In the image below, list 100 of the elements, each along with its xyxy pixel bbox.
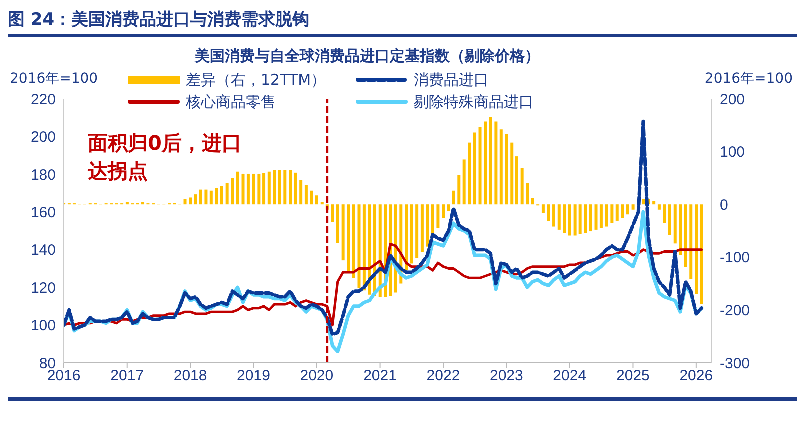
y-tick-label: 220 bbox=[30, 91, 56, 108]
bar bbox=[294, 172, 298, 205]
bar bbox=[621, 204, 624, 218]
bar bbox=[426, 204, 430, 247]
bar bbox=[231, 178, 234, 205]
bar bbox=[652, 201, 656, 205]
bar bbox=[605, 204, 608, 227]
x-tick-label: 2016 bbox=[47, 368, 81, 385]
bar bbox=[632, 204, 635, 210]
bar bbox=[184, 199, 187, 205]
bar bbox=[242, 174, 245, 205]
bar bbox=[520, 168, 524, 205]
bar bbox=[616, 204, 619, 221]
x-tick-label: 2022 bbox=[426, 368, 460, 385]
bar bbox=[236, 172, 240, 205]
bar bbox=[220, 186, 224, 205]
bar bbox=[568, 204, 572, 236]
bar bbox=[452, 190, 456, 205]
y2-tick-label: -300 bbox=[720, 355, 750, 372]
x-tick-label: 2025 bbox=[616, 368, 650, 385]
bar bbox=[684, 204, 688, 268]
bar bbox=[142, 202, 145, 205]
bar bbox=[368, 204, 372, 295]
bar bbox=[478, 126, 482, 205]
bar bbox=[690, 204, 693, 280]
legend-label: 消费品进口 bbox=[414, 70, 490, 90]
bar bbox=[494, 122, 498, 205]
bar bbox=[331, 204, 334, 222]
bar bbox=[600, 204, 603, 228]
bar bbox=[489, 117, 492, 205]
bar bbox=[347, 204, 350, 273]
bar bbox=[310, 190, 314, 205]
bar bbox=[320, 202, 324, 205]
y-tick-label: 120 bbox=[30, 280, 56, 297]
y2-tick-label: -100 bbox=[720, 250, 750, 267]
bar bbox=[531, 198, 534, 205]
bar bbox=[658, 204, 661, 210]
bar bbox=[610, 204, 614, 224]
bar bbox=[268, 172, 271, 205]
bar bbox=[626, 204, 630, 215]
bar bbox=[462, 160, 466, 205]
bar bbox=[410, 204, 414, 264]
legend-label: 差异（右，12TTM） bbox=[186, 70, 326, 90]
chart-subtitle: 美国消费与自全球消费品进口定基指数（剔除价格） bbox=[194, 47, 541, 66]
y-tick-label: 200 bbox=[30, 129, 56, 146]
annotation: 面积归0后，进口达拐点 bbox=[88, 130, 243, 185]
bar bbox=[204, 190, 208, 205]
x-tick-label: 2020 bbox=[300, 368, 334, 385]
bar bbox=[526, 183, 530, 205]
y-tick-label: 180 bbox=[30, 166, 56, 184]
x-tick-label: 2017 bbox=[110, 368, 144, 385]
bar bbox=[300, 180, 303, 205]
bar bbox=[574, 204, 577, 236]
bar bbox=[336, 204, 340, 244]
bar bbox=[578, 204, 582, 234]
bar bbox=[663, 204, 666, 224]
bar bbox=[584, 204, 588, 234]
bar bbox=[189, 198, 192, 205]
x-tick-label: 2021 bbox=[364, 368, 397, 385]
bar bbox=[215, 188, 218, 205]
y-tick-label: 160 bbox=[30, 204, 56, 222]
y-axis-title: 2016年=100 bbox=[10, 70, 98, 88]
bar bbox=[547, 204, 550, 222]
bar bbox=[679, 204, 682, 256]
bar bbox=[194, 194, 198, 205]
bar bbox=[447, 204, 450, 212]
bar bbox=[258, 174, 261, 205]
y-tick-label: 100 bbox=[30, 318, 56, 335]
bar bbox=[563, 204, 566, 234]
bar bbox=[515, 156, 518, 205]
y2-axis-title: 2016年=100 bbox=[704, 70, 793, 88]
bar bbox=[226, 183, 229, 205]
bar bbox=[558, 204, 561, 230]
bar bbox=[505, 134, 508, 205]
bar bbox=[510, 142, 514, 205]
y2-tick-label: 100 bbox=[720, 144, 746, 162]
y-tick-label: 140 bbox=[30, 242, 56, 260]
y2-tick-label: 0 bbox=[720, 196, 728, 214]
x-tick-label: 2019 bbox=[237, 368, 270, 385]
x-tick-label: 2024 bbox=[553, 368, 587, 385]
bar bbox=[405, 204, 408, 271]
bar bbox=[126, 202, 129, 205]
bar bbox=[694, 204, 698, 294]
bar bbox=[668, 204, 672, 236]
bar bbox=[358, 204, 361, 288]
x-tick-label: 2018 bbox=[174, 368, 208, 385]
y2-tick-label: -200 bbox=[720, 302, 750, 320]
legend-label: 剔除特殊商品进口 bbox=[414, 92, 534, 112]
chart-title: 图 24：美国消费品进口与消费需求脱钩 bbox=[8, 8, 797, 37]
bar bbox=[210, 190, 213, 205]
bar bbox=[246, 174, 250, 205]
bar bbox=[674, 204, 677, 244]
bar bbox=[436, 204, 440, 228]
bar bbox=[420, 204, 424, 252]
bar bbox=[273, 170, 276, 205]
bar bbox=[199, 190, 202, 205]
bar bbox=[362, 204, 366, 291]
bar bbox=[552, 204, 556, 227]
bar bbox=[252, 174, 256, 205]
bar bbox=[342, 204, 345, 261]
